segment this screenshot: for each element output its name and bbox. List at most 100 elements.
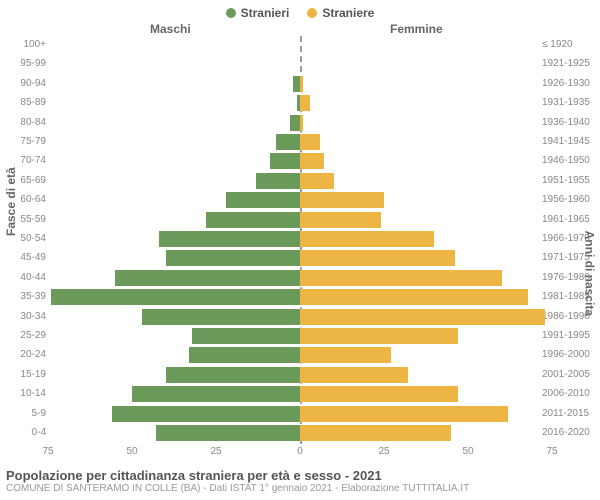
age-label: 95-99 xyxy=(0,58,46,69)
bar-male xyxy=(290,115,300,131)
bar-female xyxy=(300,212,381,228)
pyramid-row xyxy=(48,288,552,306)
xtick: 50 xyxy=(462,446,473,457)
xtick: 75 xyxy=(546,446,557,457)
bar-female xyxy=(300,173,334,189)
age-label: 75-79 xyxy=(0,136,46,147)
age-label: 40-44 xyxy=(0,272,46,283)
age-label: 5-9 xyxy=(0,408,46,419)
pyramid-row xyxy=(48,94,552,112)
pyramid-row xyxy=(48,230,552,248)
age-label: 45-49 xyxy=(0,252,46,263)
bar-female xyxy=(300,192,384,208)
bar-female xyxy=(300,347,391,363)
pyramid-plot: Fasce di età Anni di nascita 100+≤ 19209… xyxy=(0,36,600,444)
bar-male xyxy=(142,309,300,325)
pyramid-row xyxy=(48,191,552,209)
bar-male xyxy=(189,347,300,363)
pyramid-row xyxy=(48,249,552,267)
age-label: 50-54 xyxy=(0,233,46,244)
bar-female xyxy=(300,289,528,305)
header-female: Femmine xyxy=(390,22,443,36)
pyramid-row xyxy=(48,114,552,132)
legend-male: Stranieri xyxy=(226,6,290,20)
age-label: 35-39 xyxy=(0,291,46,302)
pyramid-row xyxy=(48,405,552,423)
bar-male xyxy=(206,212,300,228)
bar-male xyxy=(270,153,300,169)
bar-female xyxy=(300,76,303,92)
chart-subtitle: COMUNE DI SANTERAMO IN COLLE (BA) - Dati… xyxy=(0,483,600,494)
pyramid-row xyxy=(48,308,552,326)
bar-male xyxy=(132,386,300,402)
female-swatch xyxy=(307,8,317,18)
pyramid-row xyxy=(48,385,552,403)
bar-male xyxy=(156,425,300,441)
pyramid-row xyxy=(48,366,552,384)
chart-title: Popolazione per cittadinanza straniera p… xyxy=(0,462,600,483)
bar-male xyxy=(256,173,300,189)
x-axis: 75 50 25 0 25 50 75 xyxy=(0,444,600,462)
bar-female xyxy=(300,231,434,247)
pyramid-row xyxy=(48,211,552,229)
age-label: 65-69 xyxy=(0,175,46,186)
pyramid-row xyxy=(48,133,552,151)
pyramid-row xyxy=(48,172,552,190)
male-swatch xyxy=(226,8,236,18)
bar-female xyxy=(300,134,320,150)
legend: Stranieri Straniere xyxy=(0,0,600,22)
age-label: 20-24 xyxy=(0,349,46,360)
bar-male xyxy=(276,134,300,150)
bar-female xyxy=(300,270,502,286)
bar-male xyxy=(293,76,300,92)
age-label: 100+ xyxy=(0,39,46,50)
bar-male xyxy=(166,367,300,383)
bar-female xyxy=(300,250,455,266)
pyramid-row xyxy=(48,269,552,287)
xtick: 25 xyxy=(210,446,221,457)
bar-male xyxy=(112,406,300,422)
pyramid-row xyxy=(48,327,552,345)
age-label: 55-59 xyxy=(0,214,46,225)
bar-female xyxy=(300,153,324,169)
legend-female-label: Straniere xyxy=(322,6,374,20)
bar-female xyxy=(300,95,310,111)
bar-male xyxy=(166,250,300,266)
bar-male xyxy=(192,328,300,344)
xtick: 0 xyxy=(297,446,303,457)
xtick: 25 xyxy=(378,446,389,457)
bar-female xyxy=(300,367,408,383)
xtick: 50 xyxy=(126,446,137,457)
legend-male-label: Stranieri xyxy=(241,6,290,20)
bar-male xyxy=(115,270,300,286)
xtick: 75 xyxy=(42,446,53,457)
pyramid-row xyxy=(48,36,552,54)
bar-female xyxy=(300,406,508,422)
bar-female xyxy=(300,386,458,402)
age-label: 15-19 xyxy=(0,369,46,380)
bar-female xyxy=(300,309,545,325)
bar-male xyxy=(159,231,300,247)
age-label: 60-64 xyxy=(0,194,46,205)
pyramid-row xyxy=(48,55,552,73)
pyramid-row xyxy=(48,346,552,364)
age-label: 70-74 xyxy=(0,155,46,166)
header-male: Maschi xyxy=(150,22,191,36)
bar-female xyxy=(300,115,303,131)
age-label: 30-34 xyxy=(0,311,46,322)
pyramid-row xyxy=(48,75,552,93)
pyramid-row xyxy=(48,424,552,442)
bar-male xyxy=(51,289,300,305)
age-label: 0-4 xyxy=(0,427,46,438)
age-label: 85-89 xyxy=(0,97,46,108)
legend-female: Straniere xyxy=(307,6,374,20)
bar-male xyxy=(226,192,300,208)
bar-female xyxy=(300,425,451,441)
column-headers: Maschi Femmine xyxy=(0,22,600,36)
age-label: 90-94 xyxy=(0,78,46,89)
age-label: 10-14 xyxy=(0,388,46,399)
bar-female xyxy=(300,328,458,344)
age-label: 80-84 xyxy=(0,117,46,128)
age-label: 25-29 xyxy=(0,330,46,341)
pyramid-row xyxy=(48,152,552,170)
